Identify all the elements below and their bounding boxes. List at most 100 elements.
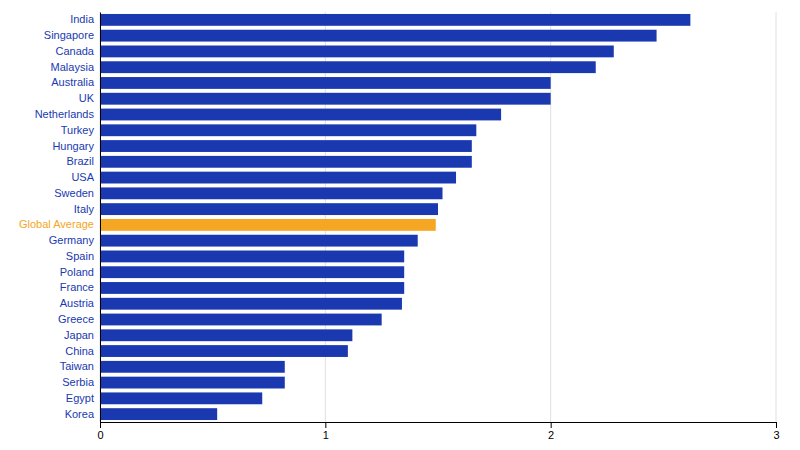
y-tick-label: Brazil: [66, 155, 94, 167]
y-tick: Malaysia: [51, 61, 100, 73]
y-tick: Serbia: [62, 376, 100, 388]
bar: [100, 187, 443, 199]
bar: [100, 14, 690, 26]
bar: [100, 46, 614, 58]
tick-mark: [100, 422, 101, 428]
bar: [100, 156, 472, 168]
y-tick-label: Poland: [60, 266, 94, 278]
y-tick-label: Germany: [49, 234, 95, 246]
x-tick: 2: [548, 422, 554, 441]
y-tick: Brazil: [66, 155, 100, 167]
y-tick: Netherlands: [35, 108, 100, 120]
y-tick: Global Average: [19, 218, 100, 230]
grid-line: [100, 12, 101, 422]
y-tick-label: USA: [71, 171, 94, 183]
y-tick-label: Singapore: [44, 29, 94, 41]
y-tick: Greece: [58, 313, 100, 325]
y-tick: Canada: [55, 45, 100, 57]
bar: [100, 203, 438, 215]
grid-line: [550, 12, 551, 422]
x-tick: 1: [323, 422, 329, 441]
y-tick: Sweden: [54, 187, 100, 199]
bar: [100, 392, 262, 404]
x-tick-label: 3: [773, 429, 779, 441]
y-tick-label: Korea: [65, 408, 95, 420]
y-tick-label: Turkey: [61, 124, 95, 136]
bar: [100, 361, 285, 373]
axis-line: [100, 13, 101, 423]
y-tick: Spain: [66, 250, 100, 262]
bar: [100, 282, 404, 294]
bar: [100, 124, 476, 136]
y-tick: Japan: [64, 329, 100, 341]
y-tick-label: Sweden: [54, 187, 94, 199]
y-tick-label: Taiwan: [60, 360, 94, 372]
bars: [100, 14, 690, 420]
bar: [100, 219, 436, 231]
bar: [100, 329, 352, 341]
y-tick: India: [70, 13, 100, 25]
y-tick: Germany: [49, 234, 100, 246]
y-tick: Korea: [65, 408, 100, 420]
y-tick-label: Canada: [55, 45, 94, 57]
axis-line: [101, 423, 777, 429]
bar: [100, 30, 657, 42]
y-tick: France: [60, 281, 100, 293]
grid-line: [325, 12, 326, 422]
y-tick: Egypt: [66, 392, 100, 404]
x-tick: 0: [97, 422, 103, 441]
y-tick-label: Netherlands: [35, 108, 95, 120]
y-tick: Taiwan: [60, 360, 100, 372]
y-tick-label: India: [70, 13, 95, 25]
bar: [100, 109, 501, 121]
bar: [100, 61, 596, 73]
y-tick: Hungary: [52, 140, 100, 152]
y-tick: Poland: [60, 266, 100, 278]
y-tick: China: [65, 345, 100, 357]
y-tick: Turkey: [61, 124, 100, 136]
y-tick-label: Spain: [66, 250, 94, 262]
bar: [100, 235, 418, 247]
bar: [100, 140, 472, 152]
bar: [100, 266, 404, 278]
y-tick-label: UK: [79, 92, 95, 104]
y-tick-label: Austria: [60, 297, 95, 309]
y-tick-label: Serbia: [62, 376, 95, 388]
x-tick: 3: [773, 422, 779, 441]
grid: [100, 12, 776, 422]
y-tick: Australia: [51, 76, 100, 88]
y-tick-label: Hungary: [52, 140, 94, 152]
bar: [100, 251, 404, 263]
y-tick-label: China: [65, 345, 95, 357]
bar: [100, 93, 551, 105]
chart: 0 1 2 3 India Singapore Canada Malaysia Australi…: [0, 0, 800, 450]
y-tick-label: France: [60, 281, 94, 293]
bar: [100, 314, 382, 326]
y-tick-label: Greece: [58, 313, 94, 325]
tick-mark: [776, 422, 777, 428]
y-tick: UK: [79, 92, 100, 104]
y-axis: India Singapore Canada Malaysia Australia UK N…: [19, 13, 101, 423]
y-tick-label: Japan: [64, 329, 94, 341]
bar: [100, 345, 348, 357]
bar: [100, 172, 456, 184]
y-tick: USA: [71, 171, 100, 183]
y-tick-label: Egypt: [66, 392, 94, 404]
plot-area: 0 1 2 3 India Singapore Canada Malaysia Australi…: [19, 12, 780, 441]
y-tick: Austria: [60, 297, 100, 309]
bar: [100, 77, 551, 89]
bar: [100, 377, 285, 389]
y-tick-label: Italy: [74, 203, 95, 215]
tick-mark: [325, 422, 326, 428]
y-tick-label: Australia: [51, 76, 95, 88]
tick-mark: [551, 422, 552, 428]
x-tick-label: 2: [548, 429, 554, 441]
bar: [100, 408, 217, 420]
grid-line: [776, 12, 777, 422]
x-tick-label: 1: [323, 429, 329, 441]
x-axis: 0 1 2 3: [97, 422, 779, 441]
bar: [100, 298, 402, 310]
y-tick: Singapore: [44, 29, 100, 41]
x-tick-label: 0: [97, 429, 103, 441]
y-tick-label: Malaysia: [51, 61, 95, 73]
